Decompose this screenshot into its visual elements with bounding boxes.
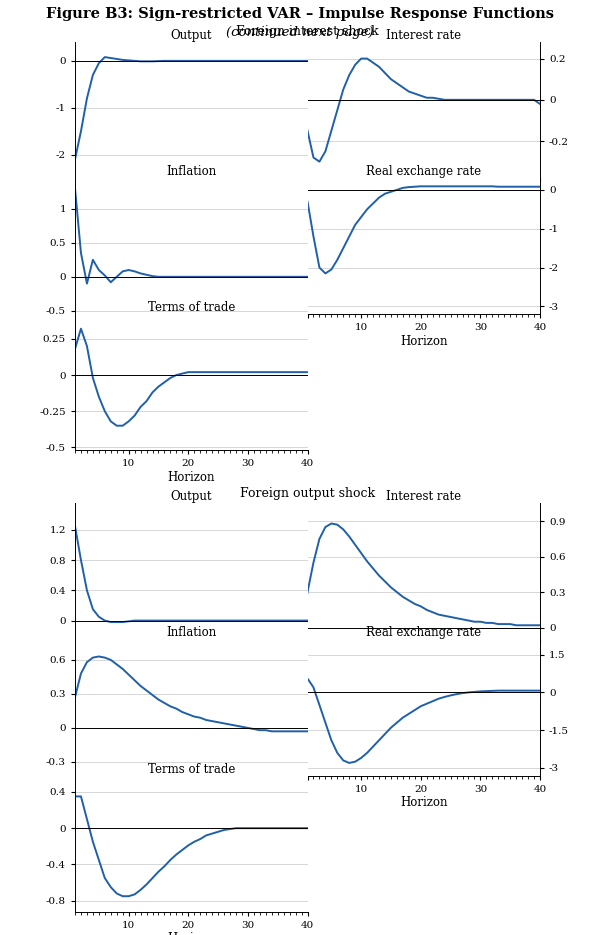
X-axis label: Horizon: Horizon [167,471,215,484]
Title: Interest rate: Interest rate [386,490,461,503]
Title: Output: Output [170,490,212,503]
Title: Terms of trade: Terms of trade [148,763,235,775]
Text: (continued next page): (continued next page) [226,26,374,39]
X-axis label: Horizon: Horizon [167,932,215,935]
Title: Output: Output [170,29,212,42]
Title: Interest rate: Interest rate [386,29,461,42]
Title: Real exchange rate: Real exchange rate [366,165,481,179]
Title: Inflation: Inflation [166,165,217,179]
Title: Real exchange rate: Real exchange rate [366,626,481,640]
Text: Foreign interest shock: Foreign interest shock [236,25,379,38]
Text: Foreign output shock: Foreign output shock [240,486,375,499]
Text: Figure B3: Sign-restricted VAR – Impulse Response Functions: Figure B3: Sign-restricted VAR – Impulse… [46,7,554,22]
Title: Terms of trade: Terms of trade [148,301,235,314]
X-axis label: Horizon: Horizon [400,797,448,810]
Title: Inflation: Inflation [166,626,217,640]
X-axis label: Horizon: Horizon [400,335,448,348]
